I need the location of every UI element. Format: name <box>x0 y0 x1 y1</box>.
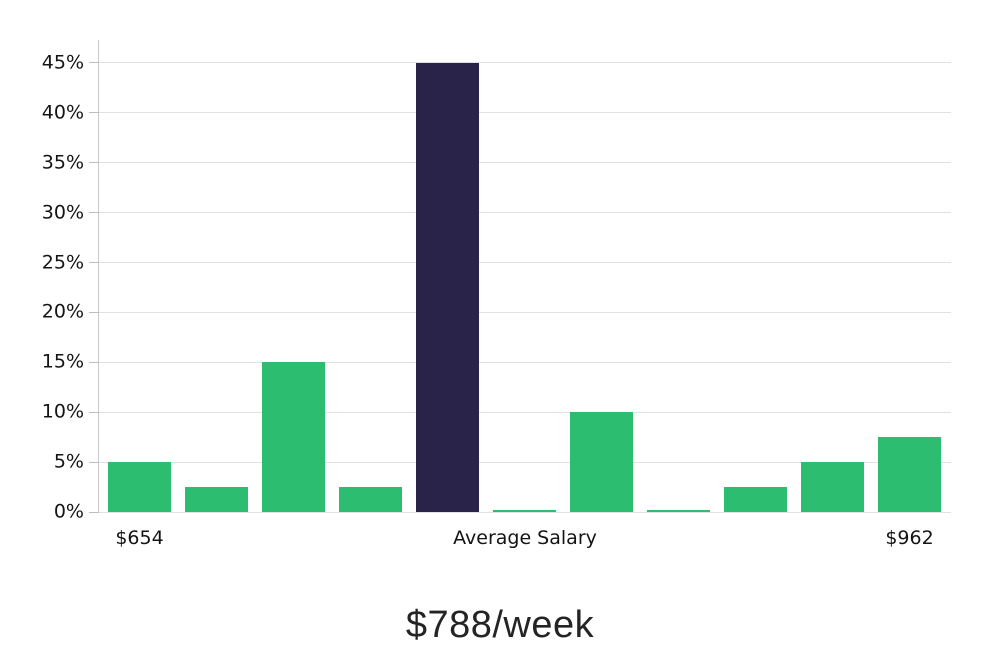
y-axis-tick-label: 35% <box>41 151 84 174</box>
salary-bin-bar <box>185 487 248 512</box>
gridline-15% <box>99 361 951 363</box>
gridline-10% <box>99 411 951 413</box>
y-tick-mark <box>89 112 99 114</box>
x-axis-label-last-bar: $962 <box>885 527 934 549</box>
average-salary-bar <box>416 62 479 512</box>
y-tick-mark <box>89 162 99 164</box>
y-tick-mark <box>89 311 99 313</box>
y-axis-tick-label: 10% <box>41 400 84 423</box>
y-axis-tick-label: 5% <box>53 450 84 473</box>
salary-bin-bar <box>570 412 633 512</box>
salary-bin-bar <box>878 437 941 512</box>
plot-area: 0% 5% 10% 15% 20% 25% 30% 35% 40% 45% $654 Average … <box>42 40 951 548</box>
salary-bin-bar <box>262 362 325 512</box>
y-tick-mark <box>89 461 99 463</box>
y-tick-mark <box>89 212 99 214</box>
y-axis-tick-label: 25% <box>41 251 84 274</box>
y-axis-tick-label: 45% <box>41 51 84 74</box>
y-axis-tick-label: 20% <box>41 300 84 323</box>
gridline-25% <box>99 262 951 264</box>
y-tick-mark <box>89 511 99 513</box>
y-axis-tick-label: 15% <box>41 350 84 373</box>
chart-title: $788/week <box>405 604 595 646</box>
salary-bin-bar <box>801 462 864 512</box>
y-axis-tick-label: 0% <box>53 500 84 523</box>
y-tick-mark <box>89 262 99 264</box>
x-axis-label-axis-center: Average Salary <box>453 527 597 549</box>
y-tick-mark <box>89 361 99 363</box>
salary-bin-bar <box>108 462 171 512</box>
y-axis-tick-label: 30% <box>41 201 84 224</box>
gridline-5% <box>99 461 951 463</box>
salary-bin-bar <box>647 510 710 512</box>
gridline-30% <box>99 212 951 214</box>
gridline-35% <box>99 162 951 164</box>
salary-bin-bar <box>724 487 787 512</box>
y-tick-mark <box>89 411 99 413</box>
gridline-45% <box>99 62 951 64</box>
salary-bin-bar <box>493 510 556 512</box>
gridline-0% <box>99 511 951 513</box>
salary-bin-bar <box>339 487 402 512</box>
x-axis-label-first-bar: $654 <box>115 527 164 549</box>
gridline-40% <box>99 112 951 114</box>
y-tick-mark <box>89 62 99 64</box>
y-axis-tick-label: 40% <box>41 101 84 124</box>
gridline-20% <box>99 311 951 313</box>
